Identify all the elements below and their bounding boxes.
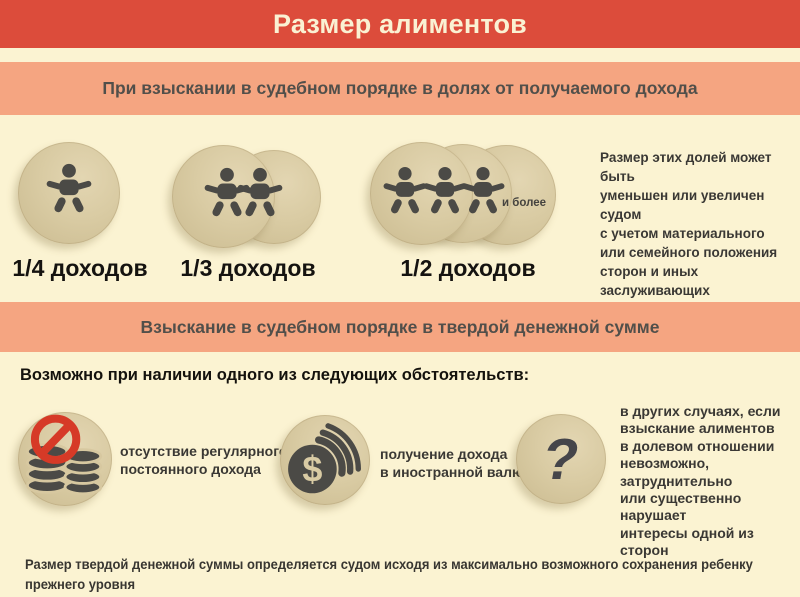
foreign-currency-dollar-coin-icon: $ [288, 423, 361, 494]
share-label-1-4: 1/4 доходов [12, 255, 148, 281]
shares-side-note: Размер этих долей может быть уменьшен ил… [600, 150, 778, 317]
baby-icon [461, 166, 505, 219]
shares-section-banner: При взыскании в судебном порядке в долях… [0, 62, 800, 115]
tan-circle [18, 412, 112, 506]
no-regular-income-coins-icon [25, 414, 103, 496]
fixed-sum-banner-text: Взыскание в судебном порядке в твердой д… [140, 316, 660, 337]
baby-icon [383, 166, 427, 219]
fixed-sum-footer-note: Размер твердой денежной суммы определяет… [25, 557, 753, 597]
share-group-three-children: и более 1/2 доходов [368, 140, 568, 285]
fixed-sum-section-banner: Взыскание в судебном порядке в твердой д… [0, 302, 800, 352]
tan-circle [370, 142, 473, 245]
svg-text:$: $ [302, 449, 322, 490]
tan-circle: $ [280, 415, 370, 505]
share-label-1-3: 1/3 доходов [180, 255, 316, 281]
share-label-1-2: 1/2 доходов [400, 255, 536, 281]
shares-banner-text: При взыскании в судебном порядке в долях… [102, 78, 698, 98]
page-title: Размер алиментов [273, 8, 527, 39]
prohibition-icon [30, 414, 81, 464]
share-group-one-child: 1/4 доходов [10, 140, 150, 285]
baby-icon [46, 163, 92, 218]
title-bar: Размер алиментов [0, 0, 800, 48]
and-more-note: и более [502, 197, 547, 209]
fixed-sum-intro: Возможно при наличии одного из следующих… [20, 366, 530, 384]
baby-icon [237, 167, 283, 222]
share-group-two-children: 1/3 доходов [168, 140, 328, 285]
question-mark-icon: ? [537, 426, 585, 492]
circumstance-no-income-text: отсутствие регулярного постоянного доход… [120, 443, 288, 477]
circumstance-other-cases-text: в других случаях, если взыскание алимент… [620, 403, 781, 559]
tan-circle: ? [516, 414, 606, 504]
